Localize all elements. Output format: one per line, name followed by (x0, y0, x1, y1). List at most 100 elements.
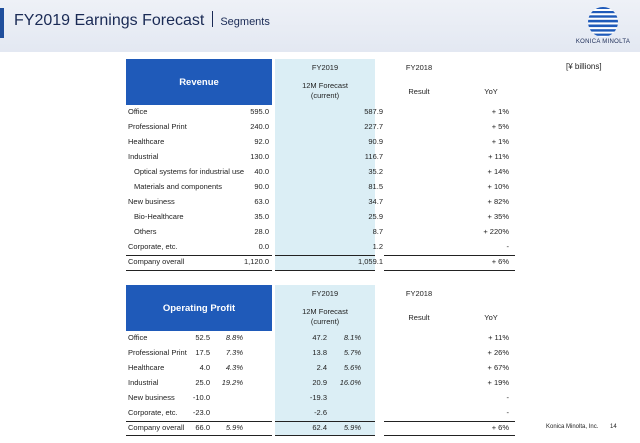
table-row: New business 63.0 34.7 + 82% (126, 195, 515, 210)
fy2019-value: 40.0 (254, 167, 269, 176)
row-label: Industrial (128, 152, 159, 161)
row-label: Professional Print (128, 348, 187, 357)
fy2019-margin: 5.9% (225, 423, 243, 432)
fy2019-value: 25.0 (195, 378, 210, 387)
fy2019-margin: 8.8% (225, 333, 243, 342)
table-row: Office 595.0 587.9 + 1% (126, 105, 515, 120)
yoy-value: + 82% (487, 197, 509, 206)
row-label: Corporate, etc. (128, 242, 178, 251)
table-row: Professional Print 17.5 7.3% 13.8 5.7% +… (126, 346, 515, 361)
yoy-value: + 6% (491, 257, 509, 266)
total-line-top (384, 255, 515, 256)
fy2018-value: 587.9 (364, 107, 383, 116)
row-label: New business (128, 393, 175, 402)
page-title-text: FY2019 Earnings Forecast (14, 12, 205, 29)
page-number: 14 (610, 424, 617, 430)
table-row: New business -10.0 -19.3 - (126, 391, 515, 406)
revenue-col-forecast: 12M Forecast (302, 81, 348, 90)
total-line-top (126, 421, 272, 422)
table-row: Industrial 25.0 19.2% 20.9 16.0% + 19% (126, 376, 515, 391)
fy2019-value: 35.0 (254, 212, 269, 221)
table-row: Optical systems for industrial use 40.0 … (126, 165, 515, 180)
row-label: Others (134, 227, 157, 236)
operating-profit-header: Operating Profit (126, 285, 272, 331)
row-label: Healthcare (128, 363, 165, 372)
table-row: Healthcare 4.0 4.3% 2.4 5.6% + 67% (126, 361, 515, 376)
op-col-result: Result (408, 313, 430, 322)
table-row: Corporate, etc. -23.0 -2.6 - (126, 406, 515, 421)
fy2018-value: 20.9 (312, 378, 327, 387)
fy2019-value: 90.0 (254, 182, 269, 191)
table-row-total: Company overall 1,120.0 1,059.1 + 6% (126, 255, 515, 270)
yoy-value: + 67% (487, 363, 509, 372)
revenue-col-fy2018: FY2018 (405, 63, 433, 72)
row-label: Industrial (128, 378, 159, 387)
row-label: Office (128, 107, 148, 116)
yoy-value: + 35% (487, 212, 509, 221)
total-line-bottom (384, 270, 515, 271)
revenue-col-result: Result (408, 87, 430, 96)
fy2018-value: 35.2 (368, 167, 383, 176)
table-row: Materials and components 90.0 81.5 + 10% (126, 180, 515, 195)
revenue-col-yoy: YoY (484, 87, 498, 96)
fy2018-margin: 5.7% (343, 348, 361, 357)
page-subtitle: Segments (220, 16, 270, 28)
fy2019-value: -10.0 (192, 393, 210, 402)
fy2019-value: 63.0 (254, 197, 269, 206)
total-line-bottom (384, 435, 515, 436)
op-col-yoy: YoY (484, 313, 498, 322)
yoy-value: + 10% (487, 182, 509, 191)
page-title: FY2019 Earnings Forecast Segments (14, 11, 270, 30)
yoy-value: + 1% (491, 137, 509, 146)
yoy-value: + 220% (483, 227, 509, 236)
revenue-header: Revenue (126, 59, 272, 105)
op-col-current: (current) (310, 317, 340, 326)
total-line-top (275, 255, 375, 256)
title-accent-bar (0, 8, 4, 38)
fy2019-value: 28.0 (254, 227, 269, 236)
op-col-fy2018: FY2018 (405, 289, 433, 298)
fy2018-value: -19.3 (309, 393, 327, 402)
fy2018-value: 81.5 (368, 182, 383, 191)
table-row: Healthcare 92.0 90.9 + 1% (126, 135, 515, 150)
table-row: Office 52.5 8.8% 47.2 8.1% + 11% (126, 331, 515, 346)
fy2018-value: 25.9 (368, 212, 383, 221)
row-label: Company overall (128, 257, 185, 266)
yoy-value: - (506, 242, 510, 251)
table-row: Professional Print 240.0 227.7 + 5% (126, 120, 515, 135)
yoy-value: + 11% (488, 333, 509, 342)
table-row: Bio-Healthcare 35.0 25.9 + 35% (126, 210, 515, 225)
table-row: Others 28.0 8.7 + 220% (126, 225, 515, 240)
unit-label: [¥ billions] (566, 62, 602, 71)
fy2018-margin: 5.6% (343, 363, 361, 372)
op-col-fy2019: FY2019 (311, 289, 339, 298)
fy2019-value: 52.5 (195, 333, 210, 342)
row-label: Corporate, etc. (128, 408, 178, 417)
fy2018-value: 1,059.1 (357, 257, 383, 266)
fy2019-value: 595.0 (250, 107, 269, 116)
operating-profit-rows: Office 52.5 8.8% 47.2 8.1% + 11% Profess… (126, 331, 515, 436)
total-line-bottom (126, 435, 272, 436)
fy2018-value: -2.6 (314, 408, 327, 417)
fy2019-value: 0.0 (258, 242, 269, 251)
fy2018-value: 2.4 (316, 363, 327, 372)
yoy-value: + 5% (491, 122, 509, 131)
fy2019-value: 92.0 (254, 137, 269, 146)
fy2019-value: 66.0 (195, 423, 210, 432)
total-line-top (126, 255, 272, 256)
fy2018-value: 13.8 (312, 348, 327, 357)
fy2018-margin: 8.1% (343, 333, 361, 342)
yoy-value: - (506, 393, 510, 402)
total-line-bottom (275, 270, 375, 271)
fy2018-margin: 5.9% (343, 423, 361, 432)
fy2018-value: 47.2 (312, 333, 327, 342)
yoy-value: - (506, 408, 510, 417)
row-label: Office (128, 333, 148, 342)
yoy-value: + 26% (487, 348, 509, 357)
table-row: Industrial 130.0 116.7 + 11% (126, 150, 515, 165)
fy2019-margin: 19.2% (221, 378, 243, 387)
fy2019-value: 4.0 (199, 363, 210, 372)
fy2018-value: 227.7 (364, 122, 383, 131)
revenue-col-fy2019: FY2019 (311, 63, 339, 72)
table-row-total: Company overall 66.0 5.9% 62.4 5.9% + 6% (126, 421, 515, 436)
